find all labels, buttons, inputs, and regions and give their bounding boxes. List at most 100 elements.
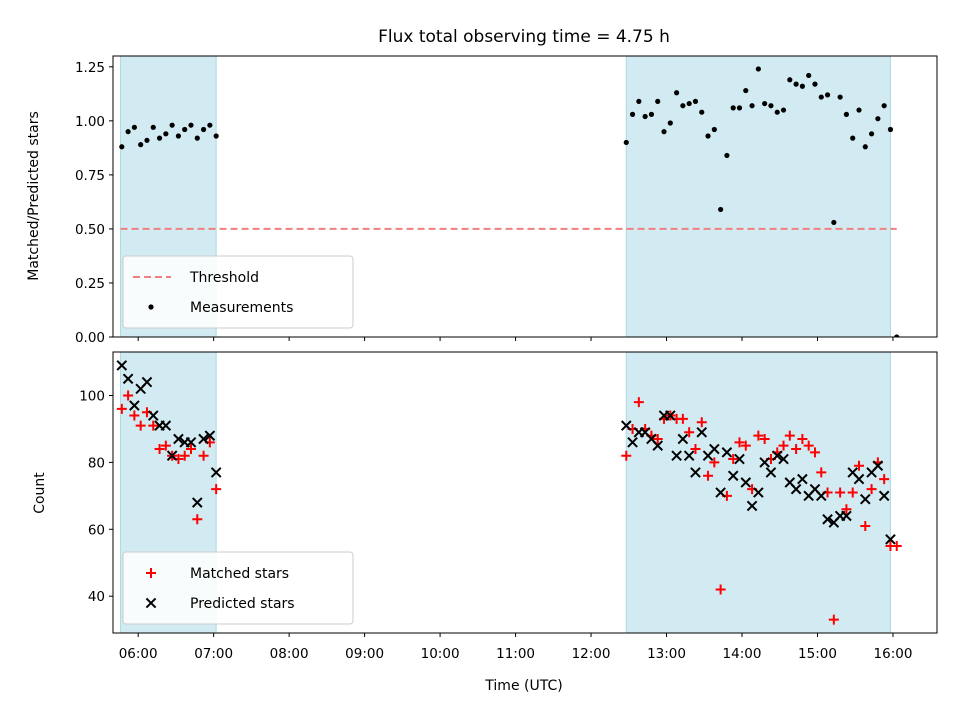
matched-stars-point [154,444,165,455]
predicted-stars-point [815,490,827,502]
matched-stars-point [148,420,159,431]
matched-stars-point [828,614,839,625]
matched-stars-point [791,444,802,455]
x-tick-label: 06:00 [119,646,158,662]
measurement-point [138,142,144,148]
matched-stars-point [854,460,865,471]
y-tick-label: 40 [88,589,105,605]
predicted-stars-point [709,443,720,455]
matched-stars-point [753,430,764,441]
measurement-point [787,77,793,83]
predicted-stars-point [696,426,708,438]
axes-frame [112,55,938,338]
legend-predicted-swatch [145,597,157,609]
matched-stars-point [759,433,770,444]
measurement-point [831,219,837,226]
y-tick-label: 0.25 [75,276,105,292]
predicted-stars-point [753,487,764,498]
predicted-stars-point [185,437,197,448]
measurement-point [194,135,200,141]
measurement-point [131,124,137,130]
measurement-point [730,105,736,111]
x-tick-label: 08:00 [270,646,309,662]
measurement-point [774,109,780,115]
plot-area [116,360,902,625]
measurement-point [636,98,642,104]
predicted-stars-point [797,473,808,485]
count-panel-ylabel: Count [32,472,48,514]
matched-stars-point [728,454,739,465]
measurement-point [200,126,207,133]
observing-window-shade [626,56,891,337]
predicted-stars-point [652,440,664,451]
predicted-stars-point [683,450,695,462]
measurement-point [150,124,156,130]
x-tick-label: 13:00 [647,646,686,662]
predicted-stars-point [671,450,682,462]
matched-stars-point [690,444,701,455]
measurement-point [718,206,724,213]
measurement-point [806,72,812,79]
matched-stars-point [633,397,644,408]
measurement-point [824,92,831,98]
measurement-point [843,111,850,117]
measurement-point [793,81,799,87]
chart-title: Flux total observing time = 4.75 h [378,27,670,47]
measurement-point [686,100,692,107]
measurement-point [680,103,686,109]
measurement-point [661,129,667,135]
matched-stars-point [703,470,714,481]
matched-stars-point [123,390,134,401]
matched-stars-point [709,457,720,468]
predicted-stars-point [141,376,153,388]
matched-stars-point [866,484,877,495]
legend-label: Predicted stars [190,596,295,612]
measurement-point [642,113,648,120]
measurement-point [711,126,717,133]
measurement-point [743,87,749,94]
plot-area [119,66,900,337]
measurement-point [875,116,881,122]
predicted-stars-point [627,437,638,448]
predicted-stars-point [771,450,783,462]
predicted-stars-point [734,453,745,465]
measurement-point [163,131,169,137]
predicted-stars-point [853,473,865,485]
measurement-point [755,66,761,72]
matched-stars-point [198,450,209,461]
predicted-stars-point [746,500,758,512]
measurement-point [213,133,219,139]
measurement-point [862,144,868,150]
predicted-stars-point [690,467,701,478]
matched-stars-point [816,467,827,478]
matched-stars-point [891,541,902,552]
measurement-point [673,90,680,96]
predicted-stars-point [664,410,676,421]
measurement-point [837,94,843,100]
measurement-point [629,111,636,117]
measurement-point [868,131,875,137]
matched-stars-point [135,420,146,431]
matched-stars-point [179,450,190,461]
matched-stars-point [734,437,745,448]
predicted-stars-point [759,457,770,468]
predicted-stars-point [727,470,739,482]
x-tick-label: 10:00 [421,646,460,662]
predicted-stars-point [122,373,134,385]
matched-stars-point [740,440,751,451]
x-tick-label: 12:00 [572,646,611,662]
predicted-stars-point [878,490,890,502]
measurement-point [768,103,774,109]
measurement-point [699,109,705,115]
matched-stars-point [116,403,127,414]
measurement-point [762,100,768,107]
measurement-point [818,94,824,100]
predicted-stars-point [160,420,172,431]
matched-stars-point [841,504,852,515]
matched-stars-point [129,410,140,421]
predicted-stars-point [790,483,802,495]
predicted-stars-point [173,433,184,445]
measurement-point [887,126,894,133]
predicted-stars-point [129,400,140,411]
